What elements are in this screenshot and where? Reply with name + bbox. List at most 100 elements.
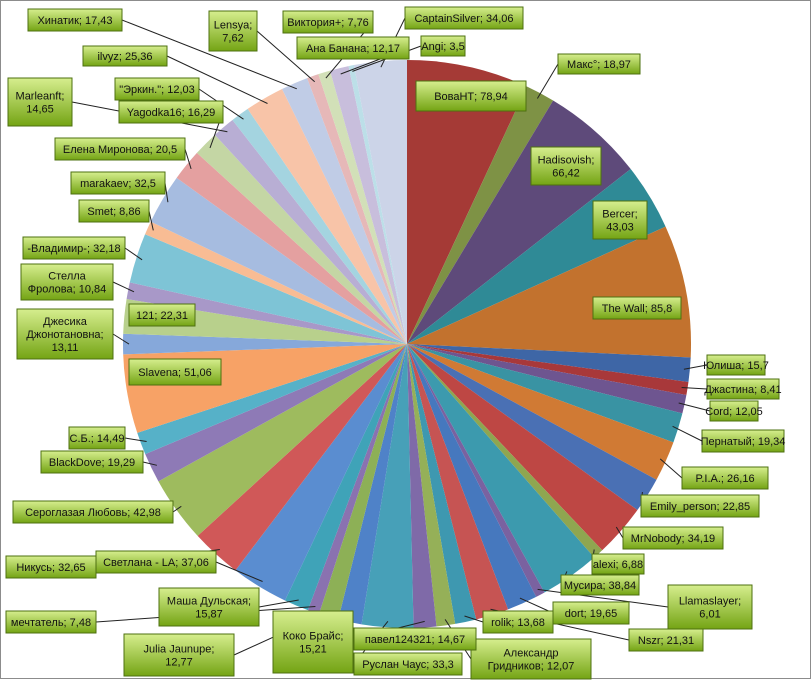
data-label-text: Коко Брайс; 15,21 (283, 631, 344, 656)
data-label: Никусь; 32,65 (5, 555, 97, 579)
data-label-text: ВоваНТ; 78,94 (434, 91, 508, 103)
data-label-text: Хинатик; 17,43 (37, 15, 112, 27)
data-label-line: "Эркин."; 12,03 (119, 84, 195, 96)
data-label: мечтатель; 7,48 (5, 610, 97, 634)
data-label-text: Llamaslayer; 6,01 (679, 596, 741, 621)
data-label-text: Hadisovish; 66,42 (538, 155, 595, 180)
pie-slice (145, 344, 407, 482)
data-label-line: marakaev; 32,5 (80, 178, 156, 190)
data-label-box (158, 587, 260, 627)
pie-slice (407, 86, 554, 344)
leader-line (464, 615, 484, 623)
data-label-line: ВоваНТ; 78,94 (434, 91, 508, 103)
leader-line (672, 425, 703, 442)
data-label-box (640, 494, 760, 518)
data-label-line: dort; 19,65 (565, 608, 618, 620)
data-label: "Эркин."; 12,03 (114, 77, 200, 101)
data-label-text: Пернатый; 19,34 (701, 436, 786, 448)
data-label-line: Макс°; 18,97 (567, 59, 631, 71)
data-label-line: Llamaslayer; (679, 596, 741, 608)
data-label: Julia Jaunupe; 12,77 (123, 633, 235, 677)
data-label: Джастина; 8,41 (704, 378, 782, 400)
data-label-line: Стелла (48, 271, 86, 283)
pie-slice (407, 344, 477, 624)
data-label: Angi; 3,5 (420, 35, 466, 57)
data-label-line: 7,62 (222, 33, 243, 45)
data-label: Smet; 8,86 (78, 199, 150, 223)
data-label: Александр Гридников; 12,07 (470, 638, 592, 680)
data-label-line: Lensya; (214, 20, 253, 32)
pie-slice (407, 344, 437, 628)
pie-slice (318, 344, 407, 620)
data-label-line: 14,65 (26, 104, 54, 116)
data-label-text: Angi; 3,5 (421, 41, 464, 53)
data-label-box (70, 171, 166, 195)
pie-slice (137, 344, 407, 455)
data-label-line: Emily_person; 22,85 (650, 501, 750, 513)
leader-line (172, 505, 182, 513)
data-label-box (530, 146, 602, 186)
data-label: BlackDove; 19,29 (40, 450, 144, 474)
data-label-text: Светлана - LA; 37,06 (103, 557, 209, 569)
pie-slice (150, 177, 407, 344)
data-label-text: Александр Гридников; 12,07 (488, 648, 575, 673)
data-label-line: CaptainSilver; 34,06 (414, 13, 513, 25)
pie-slice (318, 70, 407, 344)
data-label: rolik; 13,68 (482, 610, 554, 634)
data-label-text: Smet; 8,86 (87, 206, 140, 218)
pie-slice (407, 344, 657, 510)
data-label-box (296, 36, 410, 60)
data-label: Светлана - LA; 37,06 (95, 550, 217, 574)
pie-slice (407, 344, 691, 382)
data-label-box (282, 10, 374, 34)
data-label-text: Руслан Чаус; 33,3 (362, 659, 454, 671)
data-label-box (415, 80, 527, 112)
data-label-line: Bercer; (602, 209, 637, 221)
data-label: Маша Дульская; 15,87 (158, 587, 260, 627)
data-label-line: Smet; 8,86 (87, 206, 140, 218)
data-label-text: Emily_person; 22,85 (650, 501, 750, 513)
data-label: ilvyz; 25,36 (82, 45, 168, 67)
data-label-box (592, 296, 682, 320)
data-label-line: Фролова; 10,84 (28, 284, 107, 296)
leader-line (537, 588, 669, 608)
data-label: Bercer; 43,03 (592, 200, 648, 240)
pie-slice (407, 60, 527, 344)
leader-line (678, 402, 711, 412)
pie-slice (407, 344, 537, 610)
data-label-line: Маша Дульская; (167, 596, 251, 608)
data-label-box (706, 378, 780, 400)
leader-line (124, 247, 143, 261)
data-label-line: Виктория+; 7,76 (287, 17, 369, 29)
data-label-line: Юлиша; 15,7 (703, 360, 769, 372)
data-label-line: Джастина; 8,41 (704, 384, 781, 396)
data-label: Руслан Чаус; 33,3 (353, 652, 463, 676)
data-label-line: 15,21 (299, 644, 327, 656)
pie-slice (407, 344, 689, 395)
data-label-box (123, 633, 235, 677)
data-label-text: Julia Jaunupe; 12,77 (144, 644, 215, 669)
data-label-line: Hadisovish; (538, 155, 595, 167)
data-label-text: "Эркин."; 12,03 (119, 84, 195, 96)
data-label: Хинатик; 17,43 (27, 8, 123, 32)
data-label-text: 121; 22,31 (136, 310, 188, 322)
data-label-line: 121; 22,31 (136, 310, 188, 322)
data-label: MrNobody; 34,19 (622, 526, 724, 550)
pie-slice (307, 344, 407, 615)
data-label-text: CaptainSilver; 34,06 (414, 13, 513, 25)
data-label-line: Yagodka16; 16,29 (127, 107, 215, 119)
leader-line (215, 561, 263, 582)
pie-slice (407, 344, 509, 620)
data-label-line: 12,77 (165, 657, 193, 669)
data-label-box (353, 652, 463, 676)
data-label-box (128, 303, 196, 327)
data-label-text: Джесика Джонотановна; 13,11 (26, 316, 103, 354)
data-label-line: павел124321; 14,67 (365, 634, 465, 646)
data-label-line: BlackDove; 19,29 (49, 457, 135, 469)
pie-slice (196, 134, 407, 344)
data-label-box (40, 450, 144, 474)
data-label: Hadisovish; 66,42 (530, 146, 602, 186)
data-label: The Wall; 85,8 (592, 296, 682, 320)
data-label: ВоваНТ; 78,94 (415, 80, 527, 112)
pie-slice (214, 119, 407, 345)
